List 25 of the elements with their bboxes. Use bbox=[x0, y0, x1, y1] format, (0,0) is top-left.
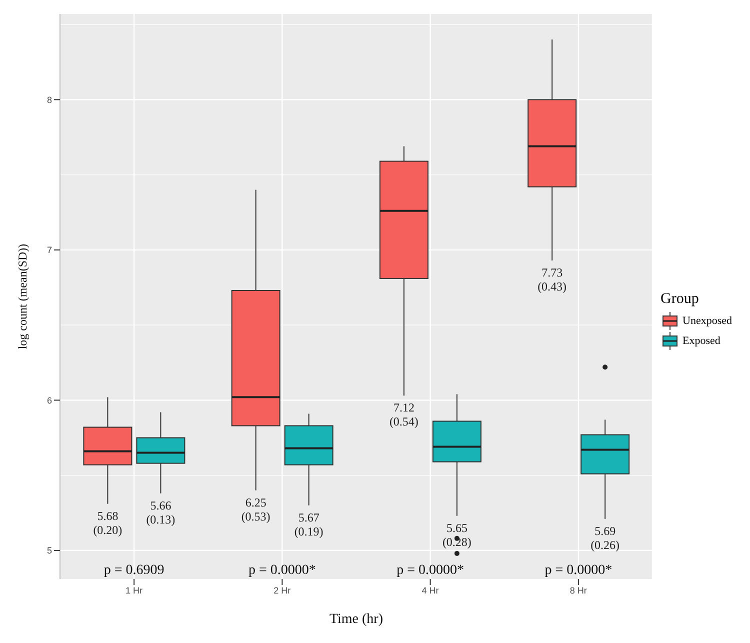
y-tick-label: 7 bbox=[46, 245, 52, 256]
text: 7.12 (0.54) bbox=[389, 400, 418, 429]
annotation: p = 0.0000* bbox=[396, 562, 464, 578]
x-tick-label: 8 Hr bbox=[570, 585, 587, 596]
text: 5.65 (0.28) bbox=[442, 520, 472, 549]
x-axis-title: Time (hr) bbox=[329, 612, 384, 627]
text: 7.73 (0.43) bbox=[538, 265, 567, 294]
text: 5.66 (0.13) bbox=[146, 498, 176, 526]
text: 5.67 (0.19) bbox=[294, 510, 324, 538]
text: 5.68 (0.20) bbox=[93, 508, 122, 537]
annotation: p = 0.6909 bbox=[104, 562, 164, 578]
x-tick-label: 1 Hr bbox=[126, 585, 143, 596]
y-tick-label: 8 bbox=[46, 94, 52, 105]
legend-title: Group bbox=[660, 291, 700, 308]
legend-label: Exposed bbox=[682, 335, 720, 347]
legend-label: Unexposed bbox=[682, 315, 732, 327]
annotation: p = 0.0000* bbox=[544, 562, 612, 578]
text: 6.25 (0.53) bbox=[241, 495, 270, 524]
annotation: p = 0.0000* bbox=[248, 562, 316, 578]
x-tick-label: 2 Hr bbox=[274, 585, 291, 596]
y-tick-label: 6 bbox=[46, 395, 52, 406]
text: 5.69 (0.26) bbox=[590, 524, 620, 552]
x-tick-label: 4 Hr bbox=[422, 585, 439, 596]
y-axis-title: log count (mean(SD)) bbox=[15, 244, 30, 350]
y-tick-label: 5 bbox=[46, 546, 52, 556]
